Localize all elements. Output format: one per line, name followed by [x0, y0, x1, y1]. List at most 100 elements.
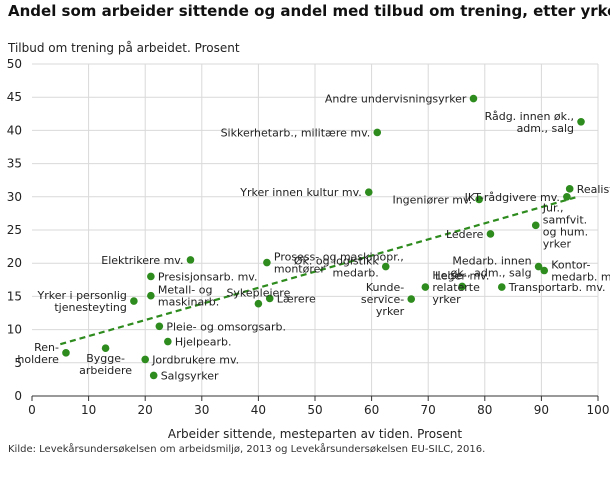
point-label: Medarb. innen øk., adm., salg — [451, 255, 532, 280]
point-labels: Ren-holdere Bygge-arbeidere Yrker i person… — [17, 93, 610, 383]
point-label: Metall- og maskinarb. — [158, 284, 219, 309]
point-label-line: yrker — [543, 237, 572, 250]
y-tick-label: 20 — [7, 256, 22, 270]
point-label: Kunde-service-yrker — [361, 281, 405, 318]
grid-lines — [32, 63, 599, 396]
data-point — [101, 344, 110, 352]
data-point — [265, 294, 274, 303]
point-label: Yrker innen kultur mv. — [239, 186, 361, 199]
data-point — [130, 297, 138, 305]
point-label-line: yrker — [432, 293, 461, 306]
data-point — [421, 283, 430, 291]
y-tick-label: 50 — [7, 57, 22, 71]
point-label: Salgsyrker — [161, 369, 219, 382]
point-label: Elektrikere mv. — [101, 254, 183, 267]
point-label-line: arbeidere — [79, 364, 132, 377]
point-label-line: Sykepleiere — [226, 287, 290, 300]
point-label-line: Kontor- — [551, 259, 590, 272]
point-label-line: Ren- — [34, 341, 59, 354]
y-tick-label: 10 — [7, 323, 22, 337]
data-point — [534, 262, 543, 271]
point-label: Kontor-medarb. mv. — [551, 259, 610, 284]
point-label: Hjelpearb. — [175, 336, 232, 349]
point-label-line: Presisjonsarb. mv. — [158, 270, 258, 283]
x-tick-label: 40 — [251, 403, 266, 417]
data-point — [381, 262, 390, 271]
data-point — [531, 221, 540, 230]
point-label-line: medarb. mv. — [551, 271, 610, 284]
x-axis-label: Arbeider sittende, mesteparten av tiden.… — [168, 427, 462, 441]
data-point — [540, 266, 549, 275]
data-point — [164, 337, 172, 346]
point-label-line: samfvit. — [543, 213, 587, 226]
data-point — [563, 193, 571, 201]
y-tick-label: 30 — [7, 190, 22, 204]
point-label: Leger mv. — [435, 269, 489, 282]
point-label: Jur., samfvit. og hum. yrker — [542, 201, 588, 250]
point-label: Pleie- og omsorgsarb. — [166, 320, 286, 333]
point-label-line: relaterte — [432, 281, 480, 294]
point-label-line: Jordbrukere mv. — [151, 353, 239, 366]
point-label-line: Helse- — [432, 269, 467, 282]
data-points — [62, 94, 585, 380]
data-point — [155, 322, 164, 331]
point-label-line: Salgsyrker — [161, 369, 219, 382]
axes: 0 5 10 15 20 25 30 35 40 45 50 0 10 20 30 40 50 60 70 80 90 1… — [7, 41, 610, 441]
point-label-line: tjenesteyting — [54, 301, 127, 314]
source-note: Kilde: Levekårsundersøkelsen om arbeidsm… — [8, 444, 486, 455]
point-label-line: yrker — [376, 305, 405, 318]
data-point — [141, 355, 149, 364]
point-label: Rådg. innen øk., adm., salg — [485, 110, 574, 135]
point-label: Helse-relaterte yrker — [432, 269, 480, 306]
data-point — [62, 349, 70, 357]
point-label: Sykepleiere — [226, 287, 290, 300]
point-label-line: Realister mv. — [577, 183, 610, 196]
point-label-line: og hum. — [543, 225, 588, 238]
point-label: Prosess- og maskinopr., montører — [274, 251, 404, 276]
point-label: Ren-holdere — [17, 341, 59, 366]
point-label-line: Rådg. innen øk., — [485, 110, 574, 123]
data-point — [475, 195, 483, 204]
point-label-line: maskinarb. — [158, 296, 219, 309]
data-point — [364, 188, 373, 196]
point-label-line: Hjelpearb. — [175, 336, 232, 349]
point-label-line: Bygge- — [86, 352, 125, 365]
point-label: Ingeniører mv. — [392, 193, 472, 206]
y-tick-label: 25 — [7, 223, 22, 237]
point-label-line: Prosess- og maskinopr., — [274, 251, 404, 264]
point-label-line: Sikkerhetarb., militære mv. — [221, 126, 371, 139]
point-label-line: Medarb. innen — [452, 255, 531, 268]
x-tick-label: 70 — [421, 403, 436, 417]
data-point — [254, 299, 263, 308]
x-tick-label: 50 — [307, 403, 322, 417]
data-point — [458, 282, 466, 291]
point-label: Sikkerhetarb., militære mv. — [221, 126, 371, 139]
point-label: Bygge-arbeidere — [79, 352, 132, 377]
point-label-line: Transportarb. mv. — [508, 281, 606, 294]
point-label-line: holdere — [17, 353, 59, 366]
data-point — [147, 272, 155, 281]
point-label-line: Øk. og logistikk — [294, 255, 380, 268]
point-label-line: Kunde- — [366, 281, 404, 294]
data-point — [263, 258, 271, 267]
point-label: Øk. og logistikk medarb. — [294, 255, 380, 280]
point-label: IKT-rådgivere mv. — [465, 191, 560, 204]
y-tick-label: 35 — [7, 157, 22, 171]
y-tick-label: 40 — [7, 123, 22, 137]
y-tick-label: 0 — [14, 389, 22, 403]
data-point — [407, 295, 416, 303]
y-tick-label: 5 — [14, 356, 22, 370]
data-point — [577, 117, 585, 126]
x-tick-label: 100 — [587, 403, 610, 417]
x-tick-label: 20 — [138, 403, 153, 417]
point-label: Andre undervisningsyrker — [325, 93, 467, 106]
x-tick-label: 90 — [534, 403, 549, 417]
point-label: Ledere — [446, 228, 484, 241]
point-label-line: service- — [361, 293, 404, 306]
point-label: Transportarb. mv. — [508, 281, 606, 294]
data-point — [497, 283, 506, 291]
point-label: Presisjonsarb. mv. — [158, 270, 258, 283]
point-label-line: Yrker i personlig — [37, 289, 127, 302]
y-tick-label: 45 — [7, 90, 22, 104]
